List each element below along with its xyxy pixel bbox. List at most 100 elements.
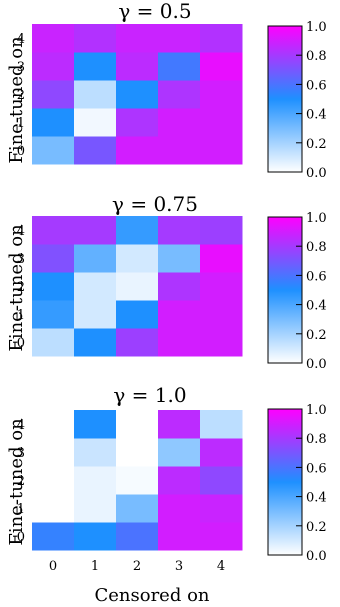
heatmap-cell	[32, 328, 75, 357]
colorbar-tick-label: 1.0	[306, 403, 327, 418]
heatmap-cell	[158, 52, 201, 81]
heatmap-cell	[74, 522, 117, 551]
colorbar-tick-label: 0.6	[306, 269, 327, 284]
colorbar-tick-label: 0.8	[306, 432, 327, 447]
heatmap-cell	[116, 466, 159, 495]
colorbar: 0.0 0.2 0.4 0.6 0.8 1.0	[267, 403, 327, 564]
y-tick-label: 2	[17, 474, 25, 489]
heatmap-cell	[74, 494, 117, 523]
y-tick-label: 3	[17, 252, 25, 267]
heatmap-cell	[74, 136, 117, 165]
colorbar: 0.0 0.2 0.4 0.6 0.8 1.0	[267, 20, 327, 181]
colorbar-tick-label: 1.0	[306, 211, 327, 226]
heatmap-cell	[32, 216, 75, 245]
heatmap-cell	[32, 108, 75, 137]
panel-title: γ = 1.0	[113, 383, 186, 407]
colorbar-tick-label: 1.0	[306, 20, 327, 35]
heatmap-cell	[116, 216, 159, 245]
panel-title: γ = 0.75	[112, 192, 198, 216]
panel-gamma-0.5: γ = 0.5 Fine-tuned on 0 1 2 3 4 0.0 0.2 0.4 0.6…	[6, 0, 327, 181]
heatmap-cell	[116, 52, 159, 81]
heatmap-cell	[116, 328, 159, 357]
colorbar-bar	[267, 25, 303, 173]
heatmap-cell	[200, 244, 243, 273]
colorbar-tick-label: 0.4	[306, 491, 327, 506]
y-tick-label: 1	[17, 502, 25, 517]
colorbar-tick-label: 0.4	[306, 299, 327, 314]
y-tick-label: 0	[17, 530, 25, 545]
heatmap-cell	[74, 244, 117, 273]
colorbar-tick-label: 0.2	[306, 520, 327, 535]
heatmap-cell	[200, 522, 243, 551]
y-tick-label: 3	[17, 446, 25, 461]
heatmap-cell	[200, 108, 243, 137]
colorbar-tick-label: 0.6	[306, 461, 327, 476]
colorbar-tick-label: 0.0	[306, 166, 327, 181]
heatmap-cell	[158, 410, 201, 439]
heatmap-cell	[158, 328, 201, 357]
heatmap-cell	[200, 216, 243, 245]
y-tick-label: 2	[17, 280, 25, 295]
heatmap-cell	[116, 494, 159, 523]
heatmap-cell	[116, 300, 159, 329]
y-tick-label: 4	[17, 418, 25, 433]
heatmap-cell	[116, 272, 159, 301]
heatmap-cell	[32, 494, 75, 523]
colorbar-tick-label: 0.8	[306, 49, 327, 64]
heatmap-cell	[32, 80, 75, 109]
panel-title: γ = 0.5	[118, 0, 191, 23]
heatmap-cell	[74, 410, 117, 439]
y-tick-labels: 0 1 2 3 4	[17, 224, 25, 351]
heatmap-cell	[32, 244, 75, 273]
heatmap-cell	[32, 410, 75, 439]
heatmap-cell	[74, 328, 117, 357]
heatmap-cell	[200, 466, 243, 495]
panel-gamma-1.0: γ = 1.0 Fine-tuned on 0 1 2 3 4 0 1 2 3 4 0.0 0.2…	[6, 383, 327, 606]
heatmap-cell	[116, 410, 159, 439]
colorbar: 0.0 0.2 0.4 0.6 0.8 1.0	[267, 211, 327, 372]
heatmap-cell	[32, 52, 75, 81]
heatmap-cell	[158, 108, 201, 137]
heatmap-cell	[74, 52, 117, 81]
y-tick-label: 0	[17, 336, 25, 351]
heatmap-cell	[32, 522, 75, 551]
heatmap-cell	[158, 80, 201, 109]
heatmap-cell	[200, 136, 243, 165]
heatmap-cell	[200, 328, 243, 357]
heatmap-cell	[116, 136, 159, 165]
heatmap-cell	[200, 438, 243, 467]
y-axis-label: Fine-tuned on	[6, 224, 27, 352]
colorbar-bar	[267, 216, 303, 364]
x-tick-label: 3	[175, 559, 183, 574]
colorbar-bar	[267, 408, 303, 556]
heatmap-cell	[74, 300, 117, 329]
heatmap-cell	[200, 272, 243, 301]
y-tick-label: 2	[17, 88, 25, 103]
colorbar-tick-label: 0.0	[306, 549, 327, 564]
y-tick-labels: 0 1 2 3 4	[17, 418, 25, 545]
heatmap-cell	[158, 244, 201, 273]
heatmap-cell	[116, 24, 159, 53]
heatmap-cell	[200, 300, 243, 329]
heatmap-cell	[116, 438, 159, 467]
heatmap-cell	[116, 244, 159, 273]
x-axis-label: Censored on	[94, 585, 209, 606]
heatmap-cell	[32, 300, 75, 329]
heatmap-cells	[32, 410, 243, 551]
heatmap-cell	[74, 272, 117, 301]
heatmap-cells	[32, 216, 243, 357]
heatmap-cell	[158, 466, 201, 495]
y-tick-label: 0	[17, 144, 25, 159]
colorbar-tick-label: 0.4	[306, 108, 327, 123]
colorbar-tick-label: 0.2	[306, 328, 327, 343]
x-tick-label: 0	[49, 559, 57, 574]
heatmap-cell	[158, 216, 201, 245]
y-tick-label: 1	[17, 116, 25, 131]
heatmap-cell	[116, 108, 159, 137]
x-tick-label: 2	[133, 559, 141, 574]
heatmap-cell	[158, 438, 201, 467]
heatmap-cell	[32, 136, 75, 165]
y-axis-label: Fine-tuned on	[6, 36, 27, 164]
heatmap-cell	[200, 410, 243, 439]
